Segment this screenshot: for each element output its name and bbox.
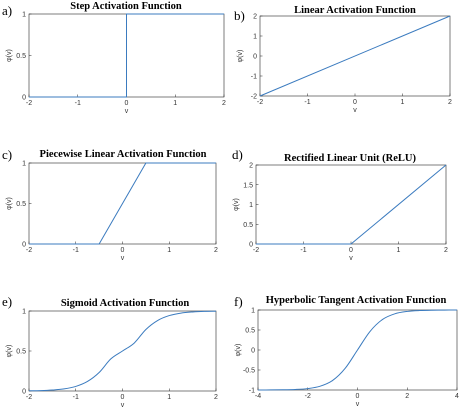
panel-a: a) Step Activation Function -2 -1 0 1 2 0 0.5 1… [2, 1, 226, 115]
x-tick-label-a-1: -1 [75, 100, 81, 107]
y-tick-label-d-0: 0 [249, 242, 253, 249]
x-tick-label-d-1: -1 [300, 247, 306, 254]
x-tick-label-b-4: 2 [448, 99, 452, 106]
y-tick-label-e-1: 0.5 [16, 349, 26, 356]
y-axis-label-a: φ(v) [6, 49, 13, 62]
series-line-e-0 [28, 310, 217, 392]
y-tick-label-f-3: 0.5 [245, 328, 255, 335]
y-tick-label-a-1: 0.5 [16, 53, 26, 60]
x-tick-label-c-1: -1 [73, 247, 79, 254]
y-tick-label-f-0: -1 [249, 388, 255, 395]
panel-c: c) Piecewise Linear Activation Function … [2, 147, 218, 262]
y-tick-label-f-2: 0 [251, 348, 255, 355]
y-tick-label-e-2: 1 [22, 309, 26, 316]
y-tick-label-b-4: 2 [253, 14, 257, 21]
x-tick-label-a-3: 1 [173, 100, 177, 107]
x-tick-label-e-4: 2 [214, 394, 218, 401]
x-tick-label-f-3: 2 [405, 393, 409, 400]
x-tick-label-d-2: 0 [349, 247, 353, 254]
x-tick-label-c-3: 1 [167, 247, 171, 254]
plot-area-d: -2 -1 0 1 2 0 0.5 1 1.5 2 v φ(v) [233, 163, 448, 263]
x-tick-label-e-2: 0 [121, 394, 125, 401]
panel-d: d) Rectified Linear Unit (ReLU) -2 -1 0 1 2 0… [232, 147, 448, 262]
series-line-c-0 [29, 162, 216, 245]
panel-title-f: Hyperbolic Tangent Activation Function [266, 295, 447, 306]
y-axis-label-f: φ(v) [235, 344, 242, 357]
panel-label-a: a) [2, 3, 12, 18]
plot-area-a: -2 -1 0 1 2 0 0.5 1 v φ(v) [6, 12, 226, 116]
panel-label-e: e) [2, 294, 12, 309]
series-line-f-0 [257, 309, 458, 391]
y-axis-label-c: φ(v) [6, 197, 13, 210]
panel-e: e) Sigmoid Activation Function -2 -1 0 1 2 0 0… [2, 294, 218, 409]
x-tick-label-b-1: -1 [304, 99, 310, 106]
y-tick-label-b-1: -1 [251, 74, 257, 81]
plot-area-e: -2 -1 0 1 2 0 0.5 1 v φ(v) [6, 309, 218, 410]
y-tick-label-f-4: 1 [251, 308, 255, 315]
panel-label-c: c) [2, 147, 12, 162]
panel-title-a: Step Activation Function [70, 1, 182, 12]
y-tick-label-c-0: 0 [22, 242, 26, 249]
x-axis-label-a: v [125, 108, 129, 115]
y-tick-label-b-2: 0 [253, 54, 257, 61]
panel-label-f: f) [234, 294, 243, 309]
x-tick-label-a-0: -2 [26, 100, 32, 107]
x-tick-label-f-1: -2 [305, 393, 311, 400]
x-tick-label-b-3: 1 [401, 99, 405, 106]
x-tick-label-b-0: -2 [257, 99, 263, 106]
x-axis-label-f: v [356, 401, 360, 408]
x-axis-label-d: v [349, 255, 353, 262]
panel-title-d: Rectified Linear Unit (ReLU) [284, 153, 416, 164]
y-axis-label-d: φ(v) [233, 198, 240, 211]
x-axis-label-e: v [121, 402, 125, 409]
panel-title-c: Piecewise Linear Activation Function [40, 149, 207, 160]
plot-area-b: -2 -1 0 1 2 -2 -1 0 1 2 v φ(v) [237, 14, 452, 115]
y-tick-label-c-2: 1 [22, 161, 26, 168]
x-tick-label-d-0: -2 [253, 247, 259, 254]
y-tick-label-f-1: -0.5 [243, 368, 255, 375]
x-axis-label-c: v [121, 255, 125, 262]
plot-area-c: -2 -1 0 1 2 0 0.5 1 v φ(v) [6, 161, 218, 263]
y-tick-label-d-2: 1 [249, 202, 253, 209]
panel-f: f) Hyperbolic Tangent Activation Functio… [234, 294, 459, 408]
series-line-a-0 [29, 13, 224, 98]
x-tick-label-a-4: 2 [222, 100, 226, 107]
series-line-d-0 [256, 164, 447, 245]
x-tick-label-f-4: 4 [455, 393, 459, 400]
series-line-b-0 [259, 15, 451, 97]
x-tick-label-f-2: 0 [356, 393, 360, 400]
panel-title-b: Linear Activation Function [294, 5, 416, 16]
x-tick-label-e-1: -1 [73, 394, 79, 401]
x-tick-label-e-3: 1 [167, 394, 171, 401]
x-tick-label-c-0: -2 [26, 247, 32, 254]
panel-title-e: Sigmoid Activation Function [61, 298, 190, 309]
x-tick-label-c-4: 2 [214, 247, 218, 254]
x-tick-label-a-2: 0 [125, 100, 129, 107]
x-tick-label-f-0: -4 [255, 393, 261, 400]
y-tick-label-e-0: 0 [22, 389, 26, 396]
y-tick-label-b-3: 1 [253, 34, 257, 41]
x-tick-label-d-3: 1 [397, 247, 401, 254]
y-tick-label-b-0: -2 [251, 94, 257, 101]
y-tick-label-d-1: 0.5 [243, 222, 253, 229]
x-tick-label-e-0: -2 [26, 394, 32, 401]
y-axis-label-e: φ(v) [6, 345, 13, 358]
y-tick-label-a-2: 1 [22, 12, 26, 19]
x-tick-label-d-4: 2 [444, 247, 448, 254]
axes-box-d [255, 164, 447, 245]
panel-label-b: b) [234, 8, 245, 23]
y-tick-label-d-3: 1.5 [243, 182, 253, 189]
y-tick-label-a-0: 0 [22, 95, 26, 102]
plot-area-f: -4 -2 0 2 4 -1 -0.5 0 0.5 1 v φ(v) [235, 308, 459, 409]
x-tick-label-b-2: 0 [353, 99, 357, 106]
panel-b: b) Linear Activation Function -2 -1 0 1 2-2-… [234, 5, 452, 114]
x-axis-label-b: v [353, 107, 357, 114]
y-tick-label-c-1: 0.5 [16, 201, 26, 208]
x-tick-label-c-2: 0 [121, 247, 125, 254]
y-axis-label-b: φ(v) [237, 50, 244, 63]
y-tick-label-d-4: 2 [249, 163, 253, 170]
panel-label-d: d) [232, 147, 243, 162]
